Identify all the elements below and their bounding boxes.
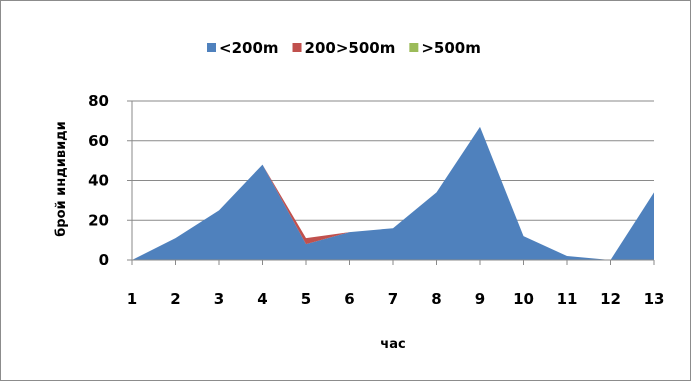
gridlines: [132, 100, 654, 221]
legend-swatch-2: [292, 43, 302, 52]
legend-label-3: >500m: [421, 39, 481, 57]
y-tick-label: 60: [88, 132, 109, 150]
legend-label-1: <200m: [219, 39, 279, 57]
x-tick-label: 13: [644, 290, 665, 308]
x-tick-label: 11: [557, 290, 578, 308]
x-tick-label: 12: [600, 290, 621, 308]
x-tick-label: 7: [388, 290, 398, 308]
y-tick-labels: 0 20 40 60 80: [88, 92, 109, 269]
x-tick-label: 1: [127, 290, 137, 308]
legend-swatch-1: [207, 43, 216, 52]
x-tick-labels: 1 2 3 4 5 6 7 8 9 10 11 12 13: [127, 290, 665, 308]
y-tick-label: 80: [88, 92, 109, 110]
legend: <200m 200>500m >500m: [207, 39, 481, 57]
y-axis-title: брой индивиди: [54, 121, 69, 237]
x-tick-label: 4: [257, 290, 267, 308]
x-tick-label: 9: [475, 290, 485, 308]
legend-swatch-3: [409, 43, 419, 52]
y-tick-label: 0: [99, 251, 109, 269]
legend-label-2: 200>500m: [305, 39, 396, 57]
x-tick-label: 5: [301, 290, 311, 308]
series-areas: [132, 126, 654, 261]
axes: [127, 100, 655, 265]
x-tick-label: 2: [170, 290, 180, 308]
y-tick-label: 20: [88, 211, 109, 229]
x-axis-title: час: [380, 337, 405, 352]
y-tick-label: 40: [88, 172, 109, 190]
area-series-1: [132, 126, 654, 261]
x-tick-label: 8: [431, 290, 441, 308]
x-tick-label: 6: [344, 290, 354, 308]
x-tick-label: 10: [513, 290, 534, 308]
x-tick-label: 3: [214, 290, 224, 308]
